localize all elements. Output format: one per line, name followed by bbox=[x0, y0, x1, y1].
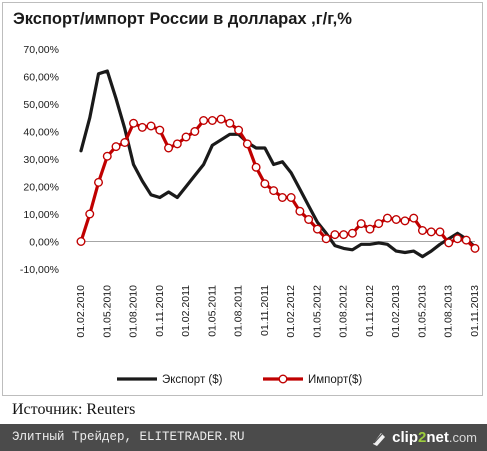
x-tick-label: 01.11.2010 bbox=[154, 285, 166, 337]
x-tick-label: 01.02.2011 bbox=[180, 285, 192, 337]
import-point bbox=[137, 122, 147, 132]
import-point bbox=[339, 230, 349, 240]
import-point bbox=[269, 186, 279, 196]
import-point bbox=[242, 139, 252, 149]
brand-logo[interactable]: clip2net.com bbox=[370, 427, 477, 448]
import-point bbox=[400, 216, 410, 226]
import-point bbox=[356, 219, 366, 229]
import-point bbox=[286, 192, 296, 202]
import-point bbox=[181, 132, 191, 142]
import-point bbox=[190, 126, 200, 136]
import-point bbox=[207, 115, 217, 125]
import-point bbox=[76, 236, 86, 246]
footer-bar: Элитный Трейдер, ELITETRADER.RU clip2net… bbox=[0, 424, 487, 451]
import-point bbox=[330, 230, 340, 240]
x-tick-label: 01.11.2013 bbox=[469, 285, 481, 337]
y-tick-label: -10,00% bbox=[20, 264, 59, 276]
x-tick-label: 01.02.2012 bbox=[285, 285, 297, 338]
x-tick-label: 01.08.2010 bbox=[128, 285, 140, 338]
import-point bbox=[102, 151, 112, 161]
import-point bbox=[435, 227, 445, 237]
x-tick-label: 01.05.2011 bbox=[206, 285, 218, 337]
import-point bbox=[111, 142, 121, 152]
import-point bbox=[470, 243, 480, 253]
import-point bbox=[199, 115, 209, 125]
series-line-import bbox=[79, 117, 477, 250]
source-note: Источник: Reuters bbox=[12, 401, 136, 418]
plot-svg: -10,00% 0,00% 10,00% 20,00% 30,00% 40,00% 50,0… bbox=[20, 44, 481, 338]
y-tick-label: 50,00% bbox=[23, 99, 59, 111]
import-point bbox=[461, 235, 471, 245]
import-point bbox=[382, 213, 392, 223]
import-point bbox=[444, 238, 454, 248]
import-point bbox=[409, 213, 419, 223]
y-tick-label: 60,00% bbox=[23, 72, 59, 84]
import-point bbox=[312, 224, 322, 234]
import-point bbox=[120, 137, 130, 147]
import-point bbox=[365, 224, 375, 234]
import-point bbox=[216, 114, 226, 124]
chart-area: Экспорт/импорт России в долларах ,г/г,% … bbox=[2, 2, 483, 396]
x-tick-label: 01.05.2010 bbox=[101, 285, 113, 338]
import-point bbox=[295, 206, 305, 216]
import-point bbox=[452, 234, 462, 244]
x-tick-label: 01.05.2013 bbox=[416, 285, 428, 338]
import-point bbox=[277, 192, 287, 202]
x-tick-label: 01.11.2012 bbox=[364, 285, 376, 337]
import-point bbox=[417, 225, 427, 235]
x-tick-label: 01.08.2011 bbox=[233, 285, 245, 337]
x-tick-label: 01.08.2013 bbox=[443, 285, 455, 338]
chart-title: Экспорт/импорт России в долларах ,г/г,% bbox=[13, 10, 352, 28]
y-tick-label: 30,00% bbox=[23, 154, 59, 166]
import-point bbox=[225, 118, 235, 128]
y-tick-label: 0,00% bbox=[29, 237, 59, 249]
import-point bbox=[146, 121, 156, 131]
import-point bbox=[164, 143, 174, 153]
series-layer bbox=[76, 69, 480, 259]
x-tick-label: 01.05.2012 bbox=[311, 285, 323, 338]
x-tick-label: 01.08.2012 bbox=[338, 285, 350, 338]
import-point bbox=[172, 139, 182, 149]
import-point bbox=[347, 228, 357, 238]
x-tick-label: 01.02.2013 bbox=[390, 285, 402, 338]
brand-name: clip2net.com bbox=[392, 429, 477, 446]
series-line-export bbox=[79, 69, 477, 259]
import-point bbox=[321, 234, 331, 244]
import-point bbox=[391, 214, 401, 224]
import-point bbox=[94, 177, 104, 187]
import-point bbox=[304, 214, 314, 224]
y-tick-label: 70,00% bbox=[23, 44, 59, 56]
y-axis: -10,00% 0,00% 10,00% 20,00% 30,00% 40,00% 50,0… bbox=[20, 44, 59, 276]
import-point bbox=[374, 219, 384, 229]
clip-icon bbox=[373, 432, 386, 446]
import-point bbox=[155, 125, 165, 135]
x-axis: 01.02.2010 01.05.2010 01.08.2010 01.11.2010… bbox=[75, 241, 481, 338]
import-point bbox=[260, 179, 270, 189]
import-point bbox=[234, 125, 244, 135]
import-point bbox=[251, 162, 261, 172]
import-point bbox=[85, 209, 95, 219]
y-tick-label: 20,00% bbox=[23, 182, 59, 194]
footer-caption: Элитный Трейдер, ELITETRADER.RU bbox=[12, 430, 245, 444]
x-tick-label: 01.02.2010 bbox=[75, 285, 87, 338]
y-tick-label: 10,00% bbox=[23, 209, 59, 221]
import-point bbox=[426, 227, 436, 237]
x-tick-label: 01.11.2011 bbox=[259, 285, 271, 336]
y-tick-label: 40,00% bbox=[23, 127, 59, 139]
import-point bbox=[129, 118, 139, 128]
